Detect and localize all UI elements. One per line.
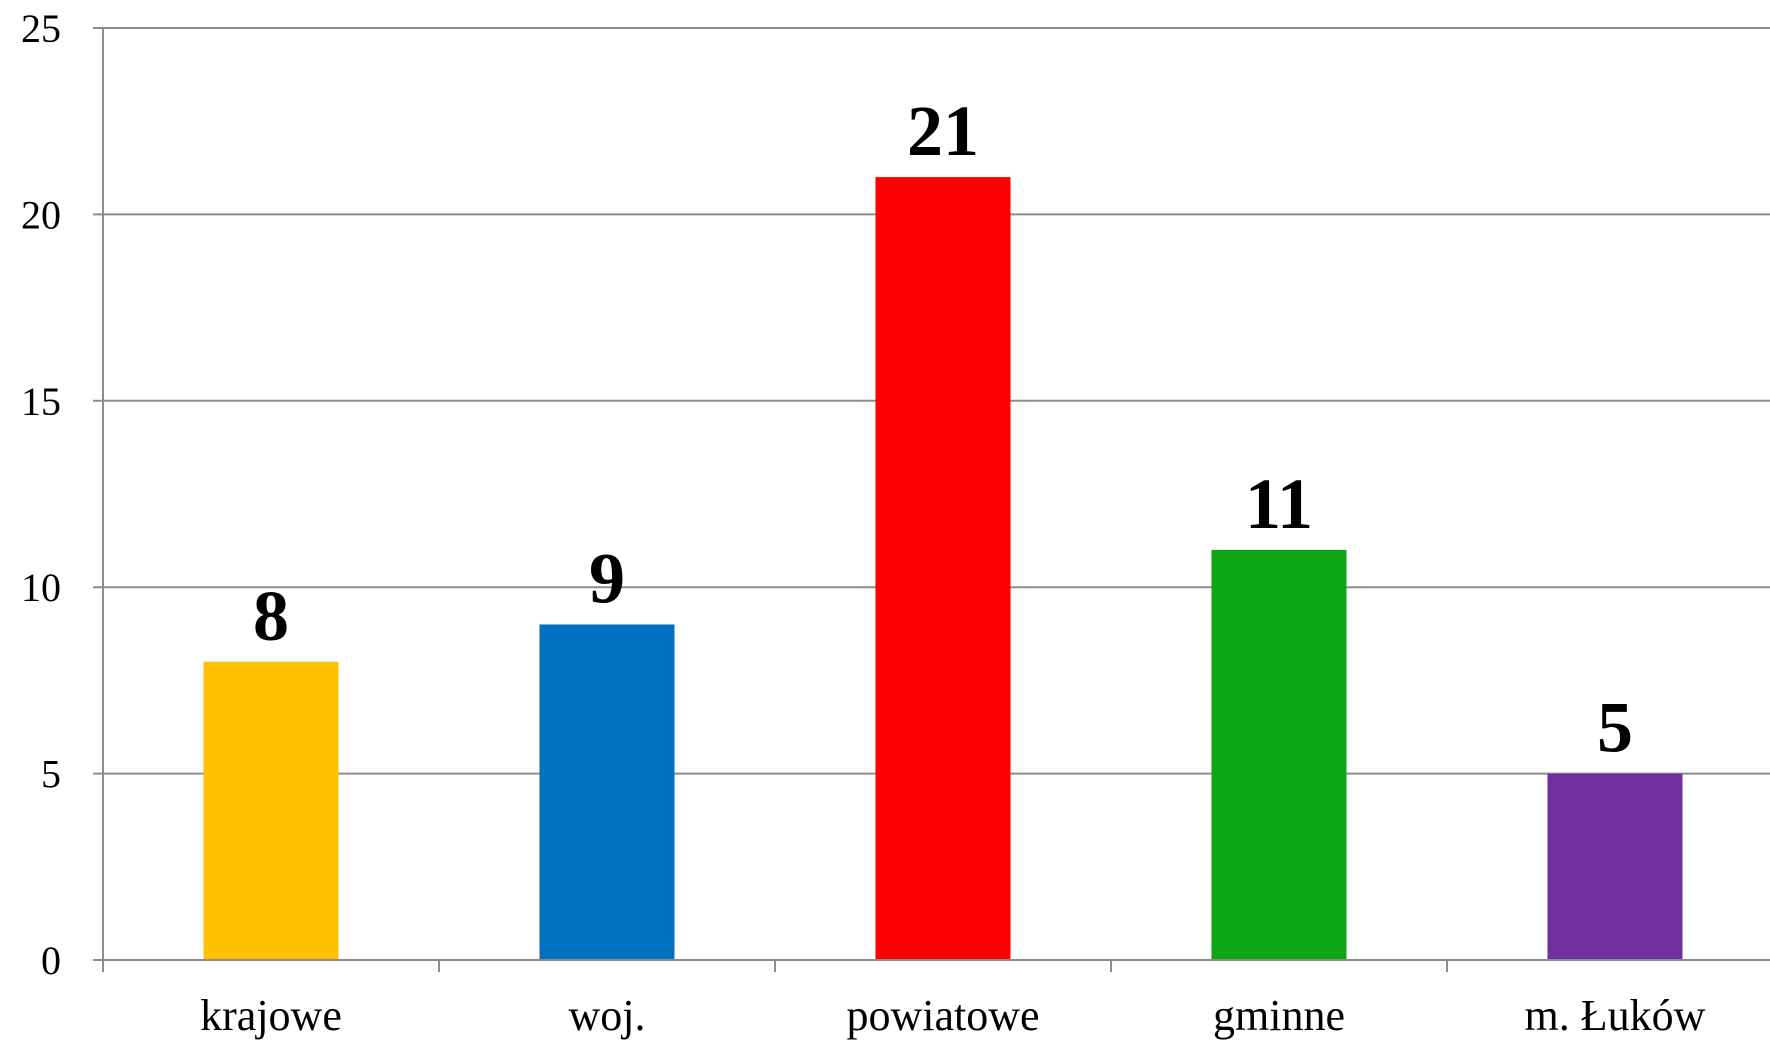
data-label: 11	[1245, 464, 1313, 544]
bar-3	[1211, 549, 1347, 960]
y-tick-label: 5	[41, 752, 61, 797]
bars	[203, 177, 1683, 960]
category-label: woj.	[569, 991, 646, 1040]
bar-2	[875, 177, 1011, 960]
y-tick-label: 10	[21, 565, 61, 610]
bar-4	[1547, 773, 1683, 960]
x-axis	[102, 28, 1770, 972]
category-label: m. Łuków	[1525, 991, 1706, 1040]
y-tick-label: 20	[21, 192, 61, 237]
category-label: powiatowe	[846, 991, 1039, 1040]
y-axis-ticks: 0 5 10 15 20 25	[21, 6, 103, 983]
y-tick-label: 0	[41, 938, 61, 983]
bar-0	[203, 661, 339, 960]
category-labels: krajowe woj. powiatowe gminne m. Łuków	[200, 991, 1706, 1040]
data-labels: 8 9 21 11 5	[253, 91, 1633, 767]
y-tick-label: 15	[21, 379, 61, 424]
data-label: 8	[253, 576, 289, 656]
category-label: gminne	[1213, 991, 1345, 1040]
category-label: krajowe	[200, 991, 342, 1040]
data-label: 9	[589, 538, 625, 618]
data-label: 5	[1597, 688, 1633, 768]
bar-1	[539, 624, 675, 960]
data-label: 21	[907, 91, 979, 171]
y-tick-label: 25	[21, 6, 61, 51]
